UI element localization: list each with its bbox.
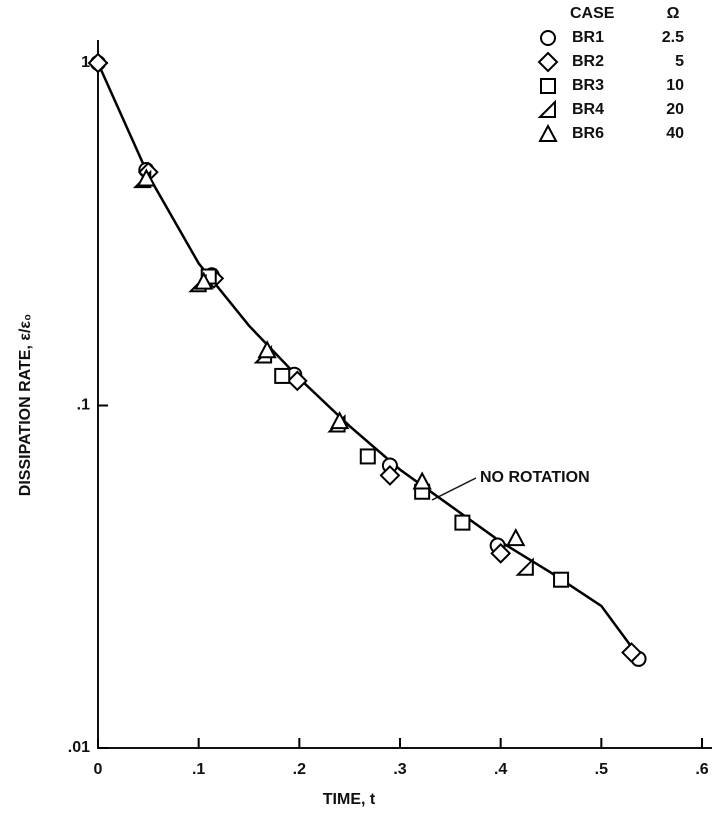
marker xyxy=(412,471,432,490)
marker xyxy=(454,514,471,531)
legend-header: CASE xyxy=(570,5,615,22)
marker xyxy=(553,571,570,588)
marker xyxy=(379,464,401,486)
x-tick-label: .5 xyxy=(595,761,608,778)
marker xyxy=(540,30,556,46)
x-tick-label: .4 xyxy=(494,761,507,778)
curve xyxy=(96,62,643,662)
marker xyxy=(274,367,291,384)
x-tick-label: .3 xyxy=(393,761,406,778)
x-tick-label: .1 xyxy=(192,761,205,778)
marker xyxy=(515,557,534,576)
legend-header: Ω xyxy=(667,5,680,22)
marker xyxy=(538,123,558,142)
marker xyxy=(136,168,156,187)
y-tick-label: 1 xyxy=(81,54,90,71)
legend-label: BR6 xyxy=(572,125,604,142)
marker xyxy=(540,78,556,94)
marker xyxy=(194,271,214,290)
marker xyxy=(329,411,350,430)
x-axis-label: TIME, t xyxy=(323,791,376,808)
marker xyxy=(537,51,559,73)
marker xyxy=(621,642,642,663)
legend-omega: 40 xyxy=(666,125,684,142)
marker xyxy=(359,448,376,465)
marker xyxy=(87,52,109,74)
legend-label: BR2 xyxy=(572,53,604,70)
x-tick-label: 0 xyxy=(94,761,103,778)
marker xyxy=(286,370,308,392)
legend-omega: 2.5 xyxy=(662,29,684,46)
legend-label: BR3 xyxy=(572,77,604,94)
legend-label: BR4 xyxy=(572,101,604,118)
legend-omega: 10 xyxy=(666,77,684,94)
legend-label: BR1 xyxy=(572,29,604,46)
marker xyxy=(506,527,526,547)
legend-omega: 20 xyxy=(666,101,684,118)
marker xyxy=(257,340,277,359)
x-tick-label: .2 xyxy=(293,761,306,778)
marker xyxy=(490,542,512,564)
curve-label: NO ROTATION xyxy=(480,469,590,486)
y-tick-label: .01 xyxy=(68,739,90,756)
y-tick-label: .1 xyxy=(77,397,90,414)
y-axis-label: DISSIPATION RATE, ε/ε₀ xyxy=(17,314,34,496)
x-tick-label: .6 xyxy=(695,761,708,778)
legend-omega: 5 xyxy=(675,53,684,70)
marker xyxy=(537,99,556,118)
